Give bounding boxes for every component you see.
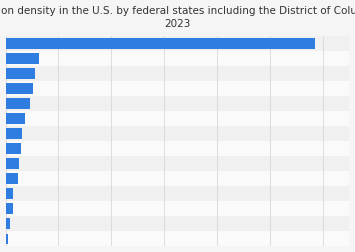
Bar [6, 52, 349, 67]
Bar [6, 157, 349, 172]
Bar [6, 84, 33, 95]
Bar [6, 232, 349, 246]
Bar [6, 99, 29, 110]
Bar [6, 114, 25, 125]
Bar [6, 144, 21, 154]
Bar [6, 219, 10, 229]
Bar [6, 216, 349, 232]
Bar [6, 54, 39, 65]
Bar [6, 202, 349, 216]
Bar [6, 234, 8, 244]
Bar [6, 37, 349, 52]
Bar [6, 39, 315, 50]
Bar [6, 127, 349, 142]
Bar [6, 142, 349, 157]
Bar [6, 112, 349, 127]
Bar [6, 159, 19, 170]
Bar [6, 204, 13, 214]
Bar [6, 82, 349, 97]
Bar [6, 174, 18, 184]
Bar [6, 172, 349, 186]
Bar [6, 69, 35, 80]
Title: Population density in the U.S. by federal states including the District of Colum: Population density in the U.S. by federa… [0, 6, 355, 29]
Bar [6, 67, 349, 82]
Bar [6, 129, 22, 140]
Bar [6, 189, 13, 200]
Bar [6, 97, 349, 112]
Bar [6, 186, 349, 202]
